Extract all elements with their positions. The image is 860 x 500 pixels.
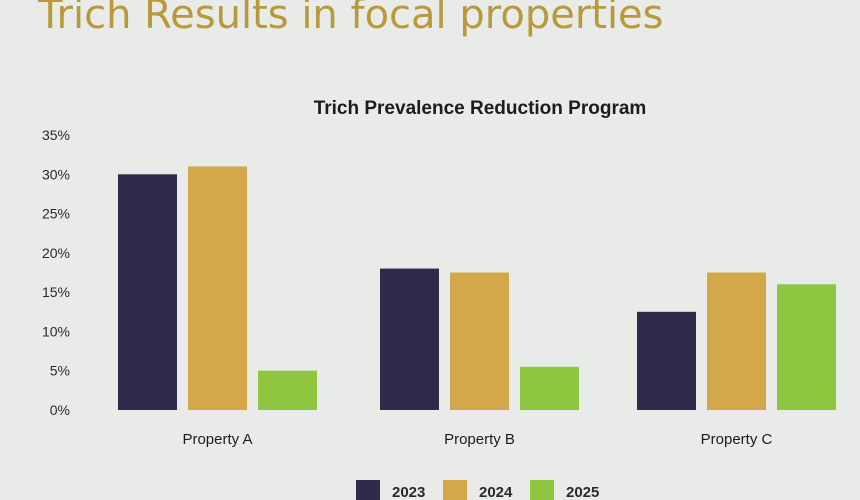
legend-label-2025: 2025 bbox=[566, 484, 599, 500]
chart-title: Trich Prevalence Reduction Program bbox=[314, 98, 647, 119]
y-tick-label: 30% bbox=[42, 166, 70, 182]
bar-property-c-2023 bbox=[637, 311, 696, 410]
y-tick-label: 15% bbox=[42, 284, 70, 300]
legend-label-2024: 2024 bbox=[479, 484, 513, 500]
bar-property-c-2025 bbox=[777, 284, 836, 410]
y-tick-label: 10% bbox=[42, 323, 70, 339]
x-axis: Property A Property B Property C bbox=[182, 431, 772, 448]
y-tick-label: 0% bbox=[50, 402, 70, 418]
y-tick-label: 35% bbox=[42, 127, 70, 143]
legend-label-2023: 2023 bbox=[392, 484, 425, 500]
y-tick-label: 20% bbox=[42, 245, 70, 261]
legend: 2023 2024 2025 bbox=[356, 480, 599, 500]
bar-property-a-2024 bbox=[188, 166, 247, 410]
legend-swatch-2024 bbox=[443, 480, 467, 500]
y-axis: 0% 5% 10% 15% 20% 25% 30% 35% bbox=[42, 127, 70, 418]
bars bbox=[118, 166, 836, 410]
bar-property-a-2025 bbox=[258, 370, 317, 410]
bar-property-b-2024 bbox=[450, 272, 509, 410]
bar-property-b-2025 bbox=[520, 366, 579, 410]
slide-title: Trich Results in focal properties bbox=[38, 0, 664, 38]
bar-property-b-2023 bbox=[380, 268, 439, 410]
bar-property-a-2023 bbox=[118, 174, 177, 410]
x-tick-label: Property A bbox=[182, 431, 252, 448]
legend-swatch-2023 bbox=[356, 480, 380, 500]
y-tick-label: 25% bbox=[42, 206, 70, 222]
bar-property-c-2024 bbox=[707, 272, 766, 410]
x-tick-label: Property B bbox=[444, 431, 515, 448]
x-tick-label: Property C bbox=[701, 431, 773, 448]
y-tick-label: 5% bbox=[50, 363, 70, 379]
legend-swatch-2025 bbox=[530, 480, 554, 500]
